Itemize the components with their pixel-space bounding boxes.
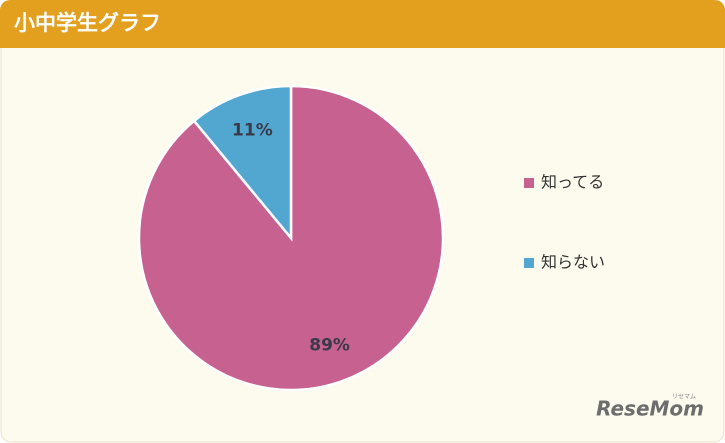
data-label: 11% (232, 121, 273, 141)
legend-swatch (524, 258, 534, 268)
pie-slice (137, 84, 445, 392)
legend-label: 知らない (541, 253, 605, 272)
legend-swatch (524, 178, 534, 188)
watermark-ruby: リセマム (672, 394, 696, 401)
chart-title: 小中学生グラフ (14, 11, 161, 35)
data-label: 89% (309, 335, 350, 355)
watermark: ReseMom (596, 397, 704, 421)
legend-label: 知ってる (541, 173, 604, 192)
pie-slice (192, 84, 293, 242)
header-bar (0, 0, 725, 48)
